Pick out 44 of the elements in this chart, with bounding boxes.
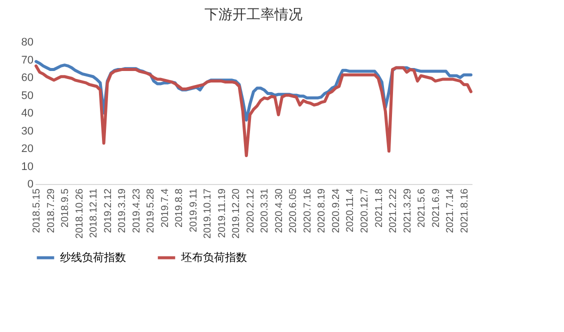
x-tick-label: 2020.7.16 <box>302 188 314 233</box>
x-tick-label: 2021.8.16 <box>459 188 470 233</box>
x-tick-label: 2019.12.20 <box>231 188 242 239</box>
y-tick-label: 50 <box>21 90 34 102</box>
x-tick-label: 2019.3.19 <box>117 188 128 233</box>
x-tick-label: 2018.7.29 <box>46 188 57 233</box>
y-tick-label: 30 <box>21 125 34 138</box>
x-tick-label: 2021.5.6 <box>416 188 428 228</box>
x-tick-label: 2018.9.5 <box>60 188 72 228</box>
x-tick-label: 2021.7.14 <box>445 188 456 233</box>
x-tick-label: 2019.9.11 <box>188 188 200 232</box>
x-tick-label: 2019.8.8 <box>174 188 186 228</box>
y-tick-label: 60 <box>21 72 34 84</box>
legend-label: 纱线负荷指数 <box>60 250 126 264</box>
x-tick-label: 2020.3.31 <box>260 188 271 233</box>
x-tick-label: 2019.11.19 <box>216 188 228 238</box>
y-tick-label: 0 <box>27 178 34 190</box>
line-series <box>34 64 472 158</box>
y-tick-label: 70 <box>21 54 34 66</box>
y-tick-label: 10 <box>21 160 34 173</box>
x-tick-label: 2021.2.22 <box>388 188 400 233</box>
x-tick-label: 2018.5.15 <box>32 188 43 233</box>
y-tick-label: 40 <box>21 108 34 120</box>
x-tick-label: 2021.6.9 <box>430 188 442 228</box>
x-tick-label: 2020.4.30 <box>274 188 285 233</box>
x-tick-label: 2019.4.23 <box>131 188 142 233</box>
x-tick-label: 2020.6.05 <box>288 188 300 233</box>
chart-title: 下游开工率情况 <box>204 6 302 22</box>
x-tick-label: 2021.3.29 <box>402 188 414 233</box>
x-tick-label: 2018.10.26 <box>74 188 86 239</box>
x-tick-label: 2018.12.11 <box>88 188 100 238</box>
x-tick-label: 2021.1.8 <box>374 188 385 228</box>
x-tick-label: 2019.7.4 <box>160 188 171 228</box>
y-tick-label: 20 <box>21 143 34 155</box>
y-tick-label: 80 <box>21 36 34 48</box>
x-tick-label: 2019.2.12 <box>102 188 114 233</box>
legend-label: 坯布负荷指数 <box>180 250 247 264</box>
x-tick-label: 2020.2.12 <box>245 188 256 233</box>
x-tick-label: 2020.11.4 <box>345 188 356 232</box>
x-tick-label: 2020.12.7 <box>360 188 370 233</box>
x-tick-label: 2019.10.17 <box>202 188 214 239</box>
x-tick-label: 2019.5.28 <box>146 188 157 233</box>
x-tick-label: 2020.8.19 <box>316 188 328 233</box>
x-tick-label: 2020.9.24 <box>330 188 342 233</box>
